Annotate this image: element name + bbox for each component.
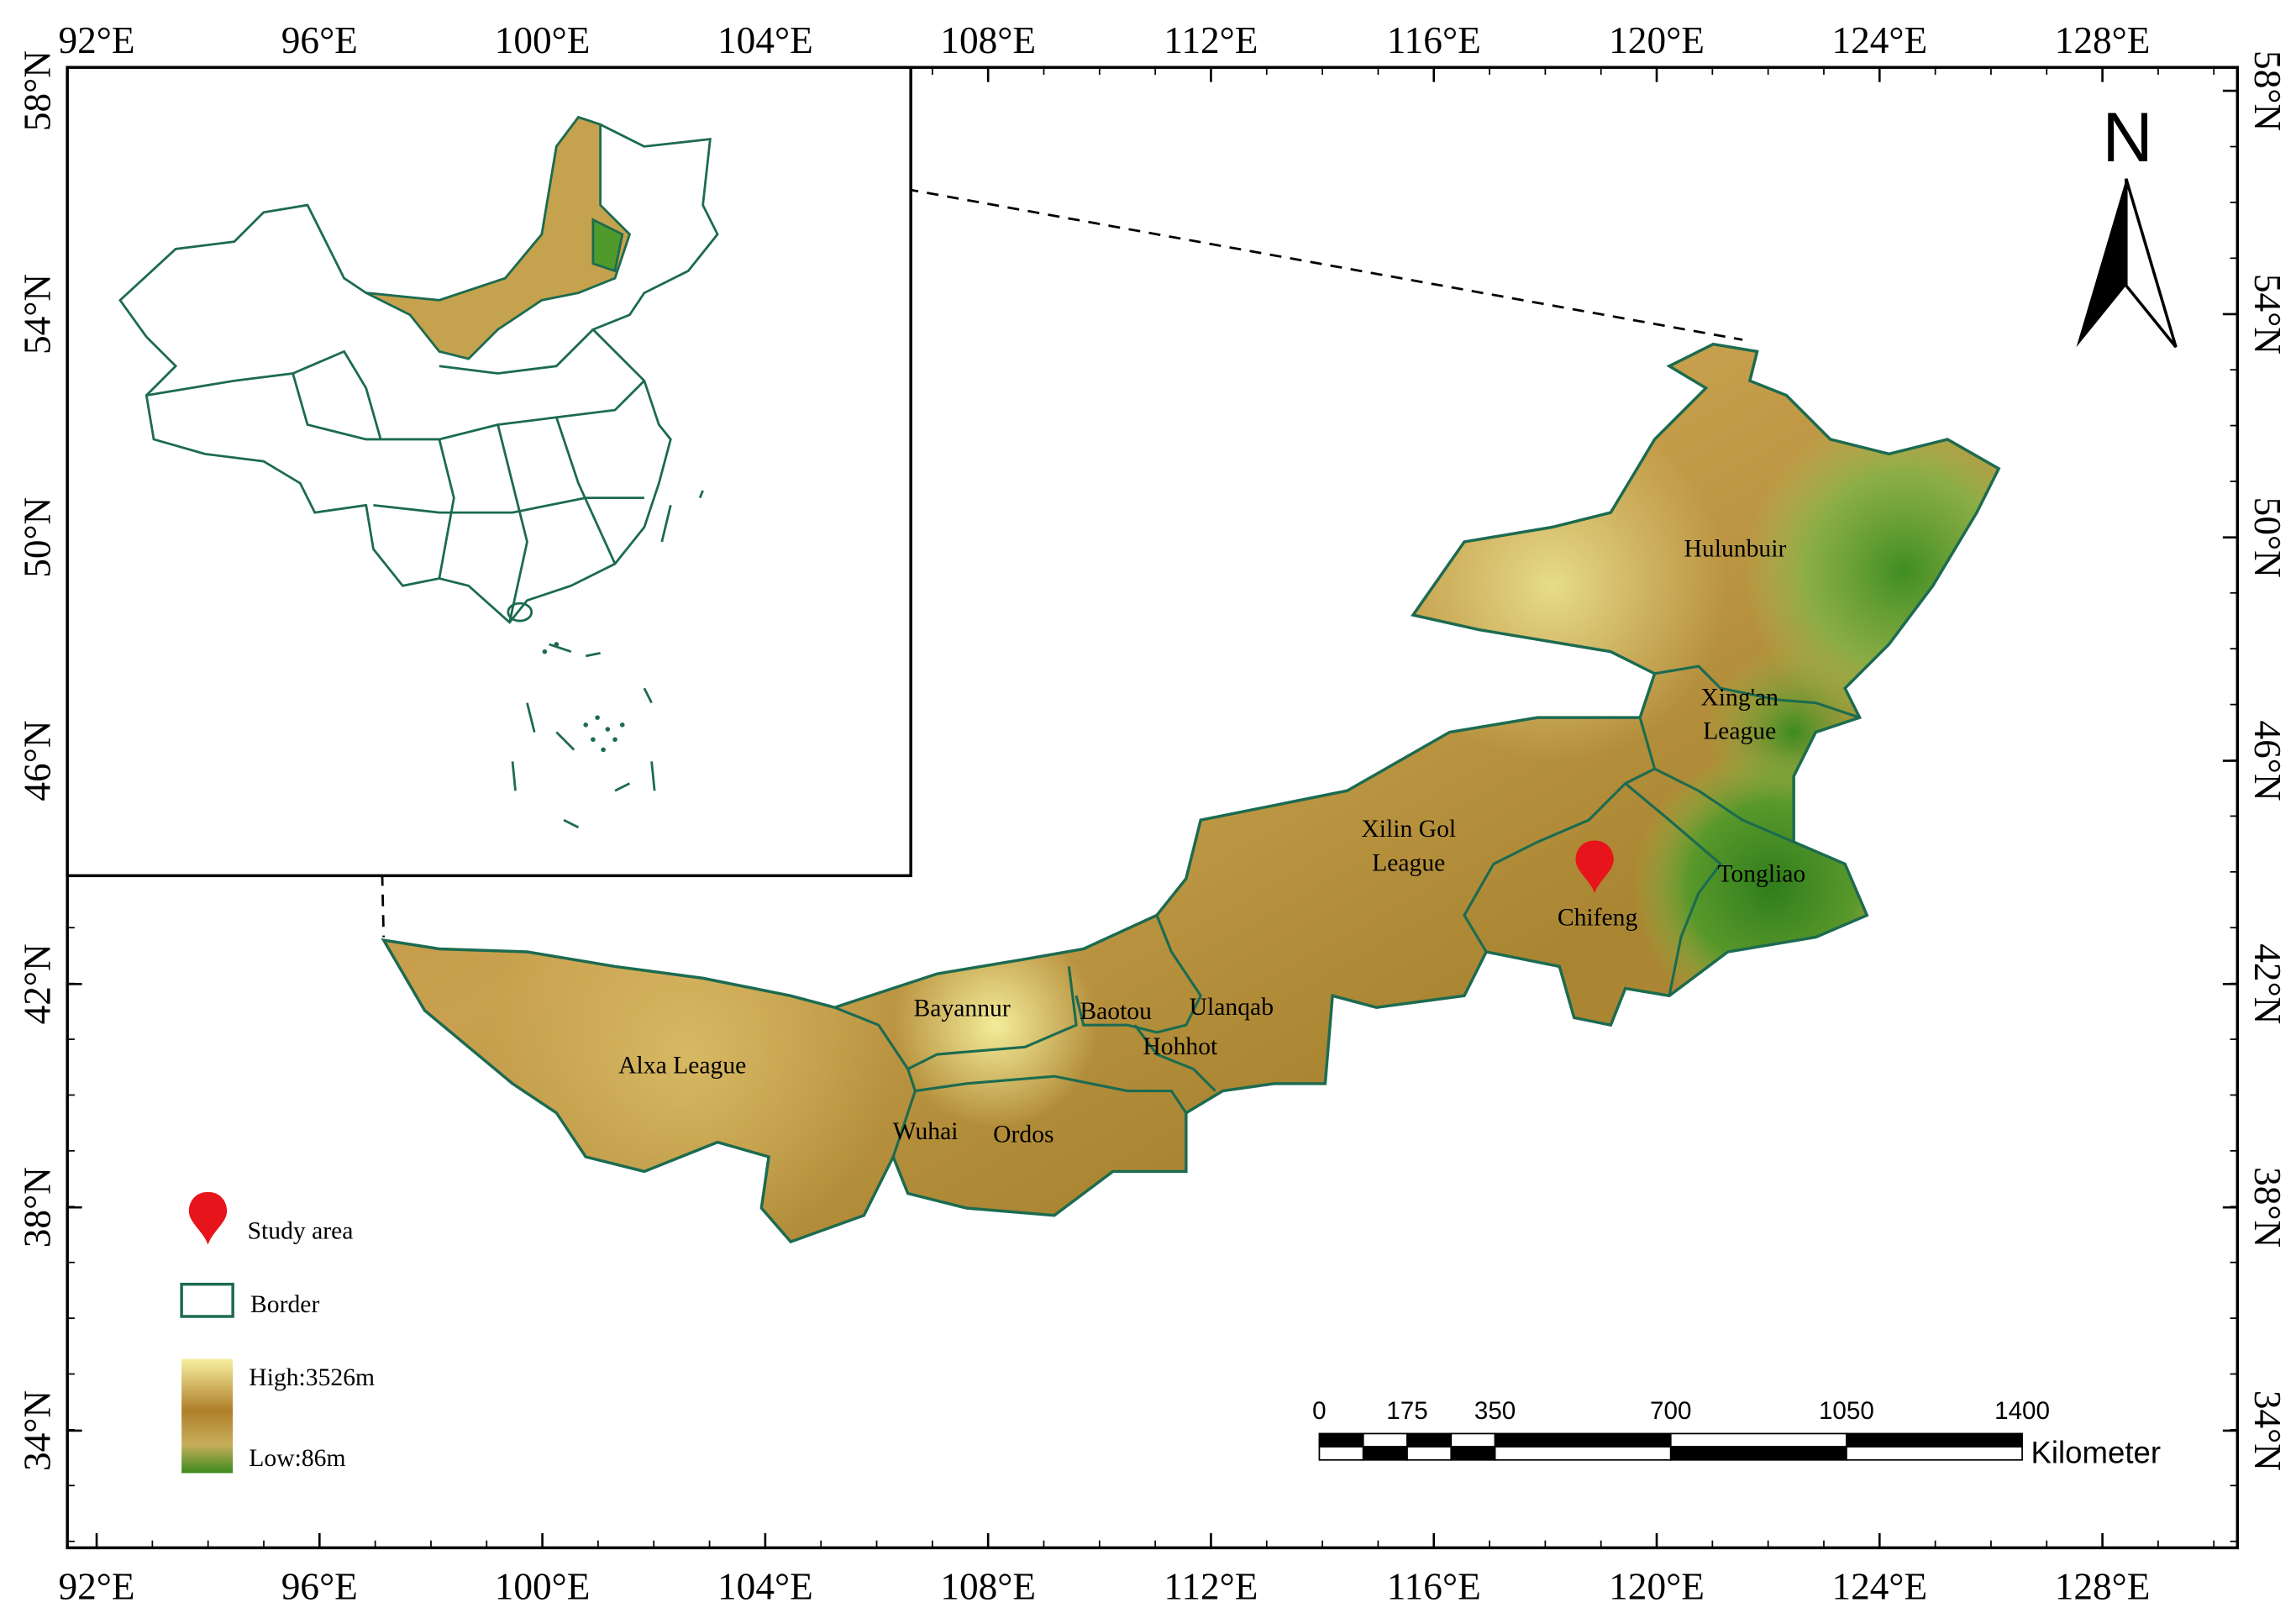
scale-segment: [1450, 1432, 1496, 1447]
longitude-label: 124°E: [1831, 1565, 1927, 1607]
scale-segment: [1318, 1446, 1364, 1461]
latitude-label: 50°N: [2246, 497, 2288, 578]
scale-label: 0: [1312, 1397, 1326, 1425]
region-label: Bayannur: [914, 996, 1011, 1022]
longitude-label: 128°E: [2055, 19, 2151, 61]
longitude-label: 100°E: [495, 19, 591, 61]
latitude-label: 50°N: [16, 497, 58, 578]
scale-segment: [1494, 1432, 1672, 1447]
scale-label: 175: [1386, 1397, 1427, 1425]
region-label: Chifeng: [1558, 905, 1638, 932]
region-label: Xing'an: [1700, 684, 1778, 711]
study-area-pin: [1575, 840, 1614, 894]
region-label: Hohhot: [1143, 1033, 1218, 1060]
scale-segment: [1494, 1446, 1672, 1461]
region-label: Hulunbuir: [1684, 535, 1787, 562]
scale-segment: [1669, 1446, 1847, 1461]
region-label: Wuhai: [893, 1118, 959, 1145]
scale-label: 350: [1474, 1397, 1516, 1425]
legend-label: High:3526m: [249, 1364, 375, 1391]
latitude-label: 38°N: [2246, 1167, 2288, 1248]
legend-border-swatch: [180, 1282, 234, 1318]
scale-segment: [1846, 1446, 2023, 1461]
inset-china: [118, 115, 719, 829]
region-label: Ordos: [993, 1122, 1053, 1148]
scale-segment: [1318, 1432, 1364, 1447]
longitude-label: 116°E: [1387, 19, 1481, 61]
latitude-label: 42°N: [16, 943, 58, 1024]
latitude-label: 46°N: [16, 720, 58, 801]
longitude-label: 96°E: [281, 1565, 358, 1607]
longitude-label: 108°E: [940, 19, 1036, 61]
region-label: Ulanqab: [1190, 994, 1274, 1021]
latitude-label: 42°N: [2246, 943, 2288, 1024]
scale-segment: [1406, 1446, 1453, 1461]
scale-label: 700: [1650, 1397, 1691, 1425]
scale-segment: [1362, 1432, 1408, 1447]
north-label: N: [2102, 97, 2152, 176]
region-labels: Hulunbuir Xing'an League Xilin Gol League Ton…: [618, 535, 1805, 1148]
region-borders: [833, 665, 1861, 1158]
legend-pin: [188, 1191, 228, 1245]
longitude-label: 92°E: [58, 1565, 134, 1607]
scale-segment: [1846, 1432, 2023, 1447]
frame-labels: 92°E 92°E 96°E 96°E 100°E 100°E 104°E 104°E 108°…: [16, 19, 2288, 1608]
latitude-label: 34°N: [2246, 1390, 2288, 1471]
longitude-label: 112°E: [1164, 19, 1258, 61]
legend-label: Study area: [248, 1218, 354, 1245]
scale-segment: [1406, 1432, 1453, 1447]
region-label: League: [1703, 717, 1776, 744]
region-label: Alxa League: [618, 1053, 746, 1080]
longitude-label: 120°E: [1609, 1565, 1705, 1607]
scale-label: 1400: [1994, 1397, 2050, 1425]
longitude-label: 100°E: [495, 1565, 591, 1607]
region-label: Xilin Gol: [1361, 816, 1456, 843]
longitude-label: 108°E: [940, 1565, 1036, 1607]
latitude-label: 38°N: [16, 1167, 58, 1248]
longitude-label: 96°E: [281, 19, 358, 61]
region-label: Tongliao: [1717, 860, 1805, 887]
longitude-label: 116°E: [1387, 1565, 1481, 1607]
region-label: Baotou: [1080, 998, 1152, 1025]
legend-ramp: [181, 1358, 234, 1474]
scale-unit: Kilometer: [2031, 1435, 2162, 1469]
inset-islands: [542, 642, 625, 753]
scale-label: 1050: [1819, 1397, 1874, 1425]
scale-segment: [1362, 1446, 1408, 1461]
scale-segment: [1669, 1432, 1847, 1447]
latitude-label: 46°N: [2246, 720, 2288, 801]
longitude-label: 104°E: [717, 19, 813, 61]
longitude-label: 104°E: [717, 1565, 813, 1607]
latitude-label: 34°N: [16, 1390, 58, 1471]
scale-bar: 0 175 350 700 1050 1400: [1312, 1397, 2050, 1461]
latitude-label: 54°N: [16, 274, 58, 355]
legend-label: Low:86m: [249, 1445, 345, 1472]
longitude-label: 92°E: [58, 19, 134, 61]
scale-segment: [1450, 1446, 1496, 1461]
region-label: League: [1372, 849, 1445, 876]
latitude-label: 58°N: [2246, 50, 2288, 131]
longitude-label: 124°E: [1831, 19, 1927, 61]
longitude-label: 112°E: [1164, 1565, 1258, 1607]
latitude-label: 58°N: [16, 50, 58, 131]
longitude-label: 128°E: [2055, 1565, 2151, 1607]
legend-label: Border: [250, 1291, 319, 1318]
longitude-label: 120°E: [1609, 19, 1705, 61]
latitude-label: 54°N: [2246, 274, 2288, 355]
